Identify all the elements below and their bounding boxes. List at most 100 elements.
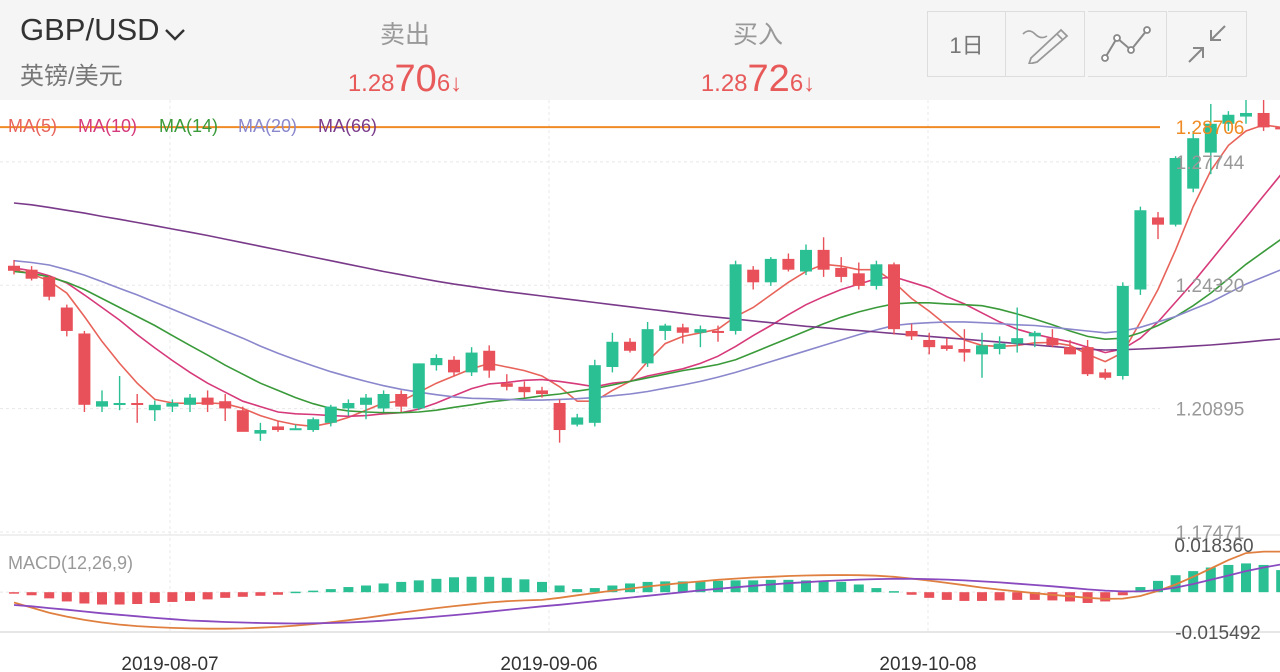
- candle-body: [624, 341, 636, 351]
- candle-body: [1028, 332, 1041, 337]
- macd-bar: [132, 592, 143, 605]
- macd-bar: [1135, 587, 1146, 593]
- macd-bar: [660, 581, 671, 593]
- macd-bar: [836, 581, 847, 593]
- macd-bar: [1223, 564, 1234, 593]
- candle-body: [870, 264, 883, 286]
- candle-body: [483, 350, 496, 371]
- macd-bar: [977, 592, 987, 601]
- candle-body: [1187, 138, 1200, 189]
- macd-bar: [519, 579, 530, 593]
- macd-bar: [959, 592, 970, 601]
- current-price-line: 1.28706: [0, 118, 1244, 139]
- candle-body: [764, 258, 777, 283]
- candle-body: [448, 359, 460, 373]
- macd-bar: [1258, 564, 1269, 593]
- candle-body: [940, 345, 953, 349]
- period-button[interactable]: 1日: [927, 11, 1006, 77]
- macd-bar: [255, 592, 266, 596]
- macd-bar: [924, 592, 935, 598]
- macd-line-dea: [13, 563, 1280, 625]
- macd-bar: [1276, 570, 1280, 593]
- collapse-button[interactable]: [1168, 11, 1247, 77]
- macd-bar: [97, 592, 107, 605]
- candle-body: [1152, 217, 1164, 225]
- line-indicator-button[interactable]: [1088, 11, 1167, 77]
- macd-bar: [308, 590, 319, 593]
- macd-bar: [44, 592, 55, 599]
- macd-bar: [396, 581, 407, 593]
- macd-bar: [572, 589, 583, 593]
- collapse-arrows-icon: [1188, 25, 1226, 63]
- line-indicator-icon: [1101, 26, 1151, 62]
- price-axis-labels: 1.27744 1.24320 1.20895 1.17471: [1176, 153, 1245, 544]
- candle-body: [360, 397, 372, 405]
- candle-body: [430, 357, 443, 366]
- macd-bar: [237, 592, 248, 597]
- macd-legend: MACD(12,26,9): [8, 553, 133, 573]
- buy-price-suffix: 6↓: [789, 70, 816, 97]
- macd-bar: [167, 592, 178, 602]
- macd-bar: [589, 588, 600, 593]
- macd-bar: [871, 588, 882, 593]
- candle-body: [747, 269, 760, 283]
- candle-body: [1011, 338, 1024, 344]
- sell-price-prefix: 1.28: [347, 70, 395, 97]
- candle-body: [782, 258, 795, 270]
- macd-bar: [607, 585, 618, 593]
- draw-pen-button[interactable]: [1006, 11, 1085, 77]
- macd-min-label: -0.015492: [1175, 623, 1261, 644]
- candle-body: [324, 406, 337, 423]
- legend-ma5: MA(5): [8, 116, 57, 136]
- price-tick-label: 1.24320: [1176, 276, 1245, 297]
- candle-body: [1099, 372, 1112, 378]
- price-chart[interactable]: 1.28706 1.27744 1.24320 1.20895 1.17471 MA(…: [0, 100, 1280, 672]
- candle-body: [60, 307, 73, 331]
- price-tick-label: 1.27744: [1176, 153, 1245, 174]
- candle-body: [694, 329, 707, 333]
- macd-bar: [1153, 580, 1163, 593]
- candle-body: [1257, 112, 1270, 128]
- sell-label: 卖出: [379, 21, 430, 49]
- macd-bar: [61, 592, 72, 602]
- candle-body: [659, 325, 672, 331]
- sell-price[interactable]: 1.28706↓: [295, 58, 515, 101]
- candle-body: [518, 386, 531, 393]
- candle-body: [923, 339, 936, 348]
- macd-bar: [1100, 592, 1111, 602]
- macd-bar: [431, 578, 442, 593]
- ma-legend: MA(5) MA(10) MA(14) MA(20) MA(66): [8, 116, 377, 136]
- candle-body: [588, 365, 601, 423]
- ma-line-ma20: [13, 259, 1280, 401]
- macd-bar: [449, 577, 459, 593]
- candle-body: [1275, 127, 1280, 130]
- candle-body: [272, 426, 284, 431]
- macd-bar: [1047, 592, 1058, 601]
- legend-ma14: MA(14): [159, 116, 218, 136]
- candle-body: [184, 397, 196, 405]
- macd-bar: [695, 581, 706, 593]
- candle-body: [571, 417, 584, 425]
- candle-body: [606, 341, 619, 367]
- candle-body: [236, 410, 249, 432]
- currency-pair-selector[interactable]: GBP/USD: [20, 12, 186, 50]
- macd-bar: [185, 592, 195, 601]
- macd-bar: [220, 592, 231, 598]
- macd-max-label: 0.018360: [1174, 536, 1253, 557]
- macd-bar: [783, 579, 794, 593]
- candle-body: [1116, 285, 1129, 376]
- candle-body: [1046, 338, 1059, 346]
- legend-ma66: MA(66): [318, 116, 377, 136]
- macd-bar: [994, 592, 1005, 601]
- macd-bar: [26, 592, 37, 596]
- buy-price[interactable]: 1.28726↓: [648, 58, 868, 101]
- candle-body: [676, 327, 689, 333]
- macd-bar: [677, 581, 688, 593]
- macd-bar: [361, 585, 371, 593]
- candle-body: [888, 264, 900, 330]
- date-label: 2019-08-07: [121, 654, 218, 672]
- macd-bar: [325, 589, 336, 593]
- currency-pair-subtitle: 英镑/美元: [20, 63, 123, 90]
- macd-bar: [1029, 592, 1040, 600]
- macd-bar: [906, 592, 917, 595]
